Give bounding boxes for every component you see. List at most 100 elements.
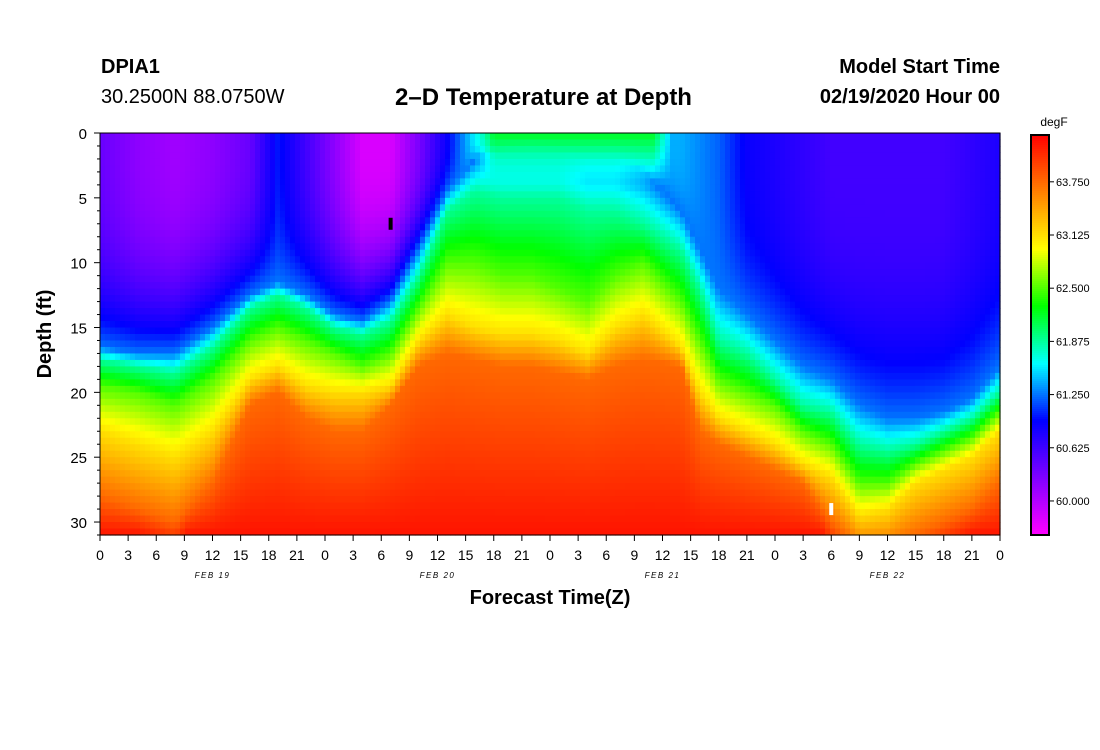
heatmap-cell	[245, 340, 251, 348]
heatmap-cell	[230, 301, 236, 309]
heatmap-cell	[255, 522, 261, 530]
heatmap-cell	[120, 379, 126, 387]
heatmap-cell	[265, 321, 271, 329]
heatmap-cell	[480, 236, 486, 244]
heatmap-cell	[445, 184, 451, 192]
heatmap-cell	[390, 256, 396, 264]
heatmap-cell	[295, 243, 301, 251]
heatmap-cell	[175, 444, 181, 452]
heatmap-cell	[170, 437, 176, 445]
heatmap-cell	[465, 366, 471, 374]
heatmap-cell	[405, 411, 411, 419]
heatmap-cell	[340, 405, 346, 413]
heatmap-cell	[325, 191, 331, 199]
heatmap-cell	[170, 392, 176, 400]
heatmap-cell	[435, 359, 441, 368]
heatmap-cell	[160, 359, 166, 368]
heatmap-cell	[225, 275, 231, 283]
heatmap-cell	[315, 405, 321, 413]
heatmap-cell	[285, 489, 291, 497]
heatmap-cell	[475, 223, 481, 231]
heatmap-cell	[245, 450, 251, 458]
heatmap-cell	[140, 275, 146, 283]
heatmap-cell	[100, 249, 106, 257]
heatmap-cell	[280, 230, 286, 238]
heatmap-cell	[330, 321, 336, 329]
heatmap-cell	[375, 321, 381, 329]
heatmap-cell	[245, 502, 251, 510]
heatmap-cell	[155, 470, 161, 478]
heatmap-cell	[315, 178, 321, 186]
heatmap-cell	[305, 528, 311, 536]
heatmap-cell	[440, 489, 446, 497]
heatmap-cell	[325, 145, 331, 154]
heatmap-cell	[115, 269, 121, 277]
heatmap-cell	[265, 171, 271, 179]
heatmap-cell	[295, 366, 301, 374]
heatmap-cell	[270, 496, 276, 504]
heatmap-cell	[355, 314, 361, 322]
heatmap-cell	[240, 366, 246, 374]
heatmap-cell	[345, 424, 351, 432]
heatmap-cell	[335, 489, 341, 497]
heatmap-cell	[370, 340, 376, 348]
heatmap-cell	[400, 431, 406, 439]
heatmap-cell	[415, 152, 421, 160]
heatmap-cell	[135, 288, 141, 296]
heatmap-cell	[445, 418, 451, 426]
heatmap-cell	[245, 372, 251, 380]
heatmap-cell	[225, 476, 231, 484]
heatmap-cell	[100, 301, 106, 309]
heatmap-cell	[410, 359, 416, 368]
heatmap-cell	[305, 236, 311, 244]
heatmap-cell	[105, 217, 111, 225]
heatmap-cell	[165, 379, 171, 387]
heatmap-cell	[290, 191, 296, 199]
heatmap-cell	[355, 353, 361, 361]
heatmap-cell	[425, 405, 431, 413]
heatmap-cell	[375, 398, 381, 406]
heatmap-cell	[305, 308, 311, 316]
heatmap-cell	[230, 470, 236, 478]
heatmap-cell	[315, 171, 321, 179]
heatmap-cell	[130, 431, 136, 439]
heatmap-cell	[235, 282, 241, 290]
heatmap-cell	[440, 450, 446, 458]
heatmap-cell	[225, 496, 231, 504]
heatmap-cell	[375, 334, 381, 342]
heatmap-cell	[300, 295, 306, 303]
heatmap-cell	[170, 314, 176, 322]
heatmap-cell	[295, 424, 301, 432]
heatmap-cell	[470, 321, 476, 329]
heatmap-cell	[470, 431, 476, 439]
heatmap-cell	[290, 398, 296, 406]
heatmap-cell	[345, 450, 351, 458]
heatmap-cell	[225, 444, 231, 452]
heatmap-cell	[130, 398, 136, 406]
heatmap-cell	[140, 197, 146, 205]
heatmap-cell	[415, 476, 421, 484]
heatmap-cell	[250, 522, 256, 530]
heatmap-cell	[245, 314, 251, 322]
heatmap-cell	[350, 392, 356, 400]
heatmap-cell	[325, 243, 331, 251]
heatmap-cell	[105, 392, 111, 400]
heatmap-cell	[195, 256, 201, 264]
heatmap-cell	[255, 243, 261, 251]
heatmap-cell	[150, 275, 156, 283]
heatmap-cell	[455, 457, 461, 465]
heatmap-cell	[390, 243, 396, 251]
heatmap-cell	[380, 256, 386, 264]
heatmap-cell	[295, 145, 301, 154]
heatmap-cell	[135, 418, 141, 426]
heatmap-cell	[155, 249, 161, 257]
heatmap-cell	[230, 139, 236, 147]
heatmap-cell	[215, 288, 221, 296]
heatmap-cell	[440, 165, 446, 173]
heatmap-cell	[255, 359, 261, 368]
heatmap-cell	[405, 217, 411, 225]
heatmap-cell	[170, 217, 176, 225]
heatmap-cell	[265, 288, 271, 296]
heatmap-cell	[235, 256, 241, 264]
heatmap-cell	[385, 210, 391, 218]
